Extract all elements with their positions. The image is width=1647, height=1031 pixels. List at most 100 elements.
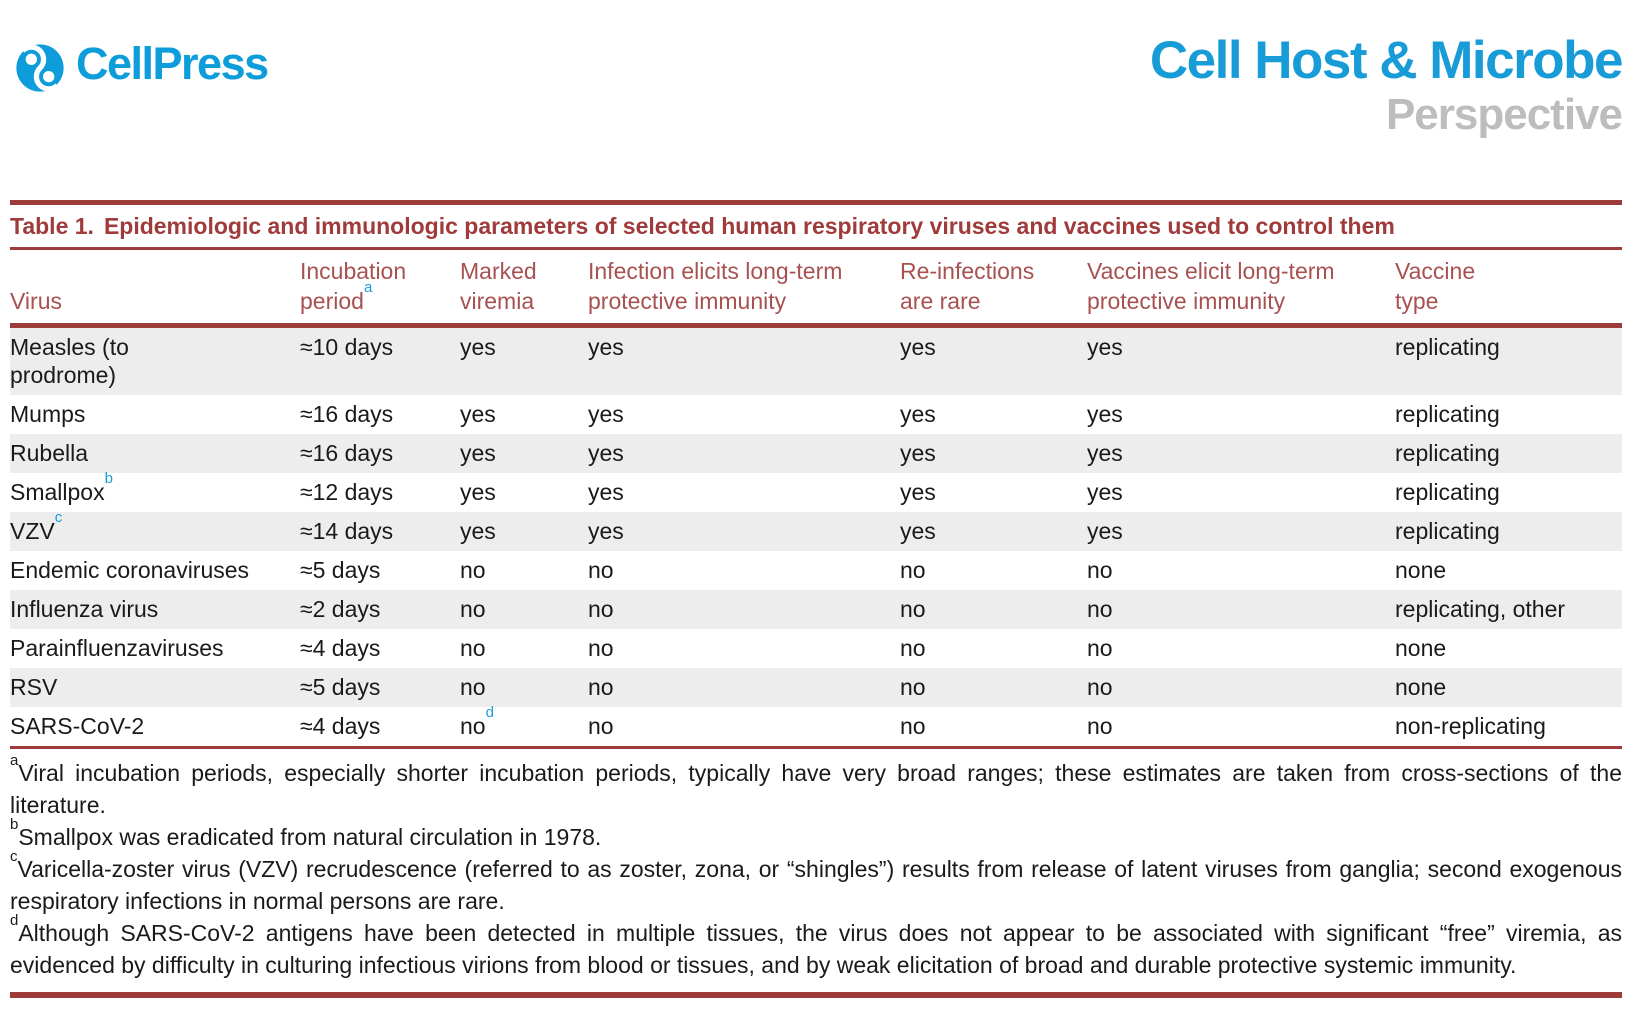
vaccine-immunity-cell: yes xyxy=(1087,479,1123,505)
reinfections-cell: yes xyxy=(900,518,936,544)
footnote-marker: b xyxy=(104,470,113,488)
reinfections-cell: no xyxy=(900,596,926,622)
infection-immunity-cell: no xyxy=(588,557,614,583)
article-type-label: Perspective xyxy=(1385,90,1623,139)
incubation-cell: ≈4 days xyxy=(300,635,381,661)
reinfections-cell: no xyxy=(900,713,926,739)
incubation-cell: ≈5 days xyxy=(300,674,381,700)
viremia-cell: no xyxy=(460,557,486,583)
viremia-cell: no xyxy=(460,596,486,622)
vaccine-immunity-cell: no xyxy=(1087,596,1113,622)
viremia-cell: yes xyxy=(460,401,496,427)
viremia-cell: yes xyxy=(460,440,496,466)
footnote-b: bSmallpox was eradicated from natural ci… xyxy=(10,816,602,850)
column-header-incubation-period: Incubation perioda xyxy=(300,258,407,314)
incubation-cell: ≈12 days xyxy=(300,479,394,505)
footnote-c: cVaricella-zoster virus (VZV) recrudesce… xyxy=(10,848,1622,914)
publisher-name: CellPress xyxy=(76,38,269,89)
journal-title: Cell Host & Microbe xyxy=(1149,31,1624,90)
footnote-d: dAlthough SARS-CoV-2 antigens have been … xyxy=(10,912,1622,978)
table-row: Influenza virus ≈2 days no no no no repl… xyxy=(10,590,1622,629)
table-title: Table 1. Epidemiologic and immunologic pa… xyxy=(10,205,1622,247)
virus-cell: RSV xyxy=(10,674,58,700)
table-header-rule xyxy=(10,323,1622,328)
vaccine-type-cell: none xyxy=(1395,557,1447,583)
footnote-marker: c xyxy=(10,848,18,866)
virus-cell: VZVc xyxy=(10,509,63,544)
vaccine-immunity-cell: yes xyxy=(1087,334,1123,360)
table-row: Rubella ≈16 days yes yes yes yes replica… xyxy=(10,434,1622,473)
table-bottom-rule xyxy=(10,746,1622,749)
virus-cell: Mumps xyxy=(10,401,86,427)
incubation-cell: ≈16 days xyxy=(300,401,394,427)
infection-immunity-cell: yes xyxy=(588,518,624,544)
column-header-vaccine-immunity: Vaccines elicit long-term protective imm… xyxy=(1087,258,1335,314)
infection-immunity-cell: yes xyxy=(588,440,624,466)
virus-cell: Measles (to prodrome) xyxy=(10,334,129,388)
incubation-cell: ≈4 days xyxy=(300,713,381,739)
table-row: RSV ≈5 days no no no no none xyxy=(10,668,1622,707)
table-top-rule xyxy=(10,200,1622,205)
vaccine-immunity-cell: yes xyxy=(1087,440,1123,466)
reinfections-cell: yes xyxy=(900,440,936,466)
vaccine-immunity-cell: yes xyxy=(1087,401,1123,427)
viremia-cell: yes xyxy=(460,518,496,544)
viremia-cell: nod xyxy=(460,704,494,739)
viremia-cell: yes xyxy=(460,479,496,505)
infection-immunity-cell: yes xyxy=(588,334,624,360)
virus-cell: Influenza virus xyxy=(10,596,159,622)
table-1: Table 1. Epidemiologic and immunologic pa… xyxy=(10,200,1622,998)
viremia-cell: no xyxy=(460,635,486,661)
virus-cell: Smallpoxb xyxy=(10,470,113,505)
vaccine-type-cell: non-replicating xyxy=(1395,713,1546,739)
virus-cell: Endemic coronaviruses xyxy=(10,557,250,583)
table-header-row: Virus Incubation perioda Marked viremia … xyxy=(10,250,1622,323)
cellpress-logo-icon xyxy=(16,44,64,92)
page-bottom-rule xyxy=(10,992,1622,998)
vaccine-type-cell: replicating xyxy=(1395,479,1500,505)
virus-cell: SARS-CoV-2 xyxy=(10,713,145,739)
table-row: SARS-CoV-2 ≈4 days nod no no no non-repl… xyxy=(10,704,1622,746)
vaccine-immunity-cell: no xyxy=(1087,635,1113,661)
vaccine-type-cell: none xyxy=(1395,635,1447,661)
column-header-reinfections-rare: Re-infections are rare xyxy=(900,258,1035,314)
viremia-cell: no xyxy=(460,674,486,700)
vaccine-type-cell: replicating, other xyxy=(1395,596,1566,622)
table-row: Measles (to prodrome) ≈10 days yes yes y… xyxy=(10,328,1622,395)
footnote-marker: a xyxy=(10,752,19,770)
table-row: Parainfluenzaviruses ≈4 days no no no no… xyxy=(10,629,1622,668)
vaccine-immunity-cell: no xyxy=(1087,713,1113,739)
table-row: Smallpoxb ≈12 days yes yes yes yes repli… xyxy=(10,470,1622,512)
column-header-infection-immunity: Infection elicits long-term protective i… xyxy=(588,258,843,314)
reinfections-cell: no xyxy=(900,635,926,661)
vaccine-type-cell: replicating xyxy=(1395,401,1500,427)
vaccine-type-cell: replicating xyxy=(1395,334,1500,360)
infection-immunity-cell: yes xyxy=(588,401,624,427)
reinfections-cell: yes xyxy=(900,479,936,505)
table-title-text: Epidemiologic and immunologic parameters… xyxy=(103,213,1395,239)
column-header-marked-viremia: Marked viremia xyxy=(460,258,537,314)
virus-cell: Rubella xyxy=(10,440,88,466)
column-header-vaccine-type: Vaccine type xyxy=(1395,258,1476,314)
vaccine-type-cell: replicating xyxy=(1395,440,1500,466)
incubation-cell: ≈14 days xyxy=(300,518,394,544)
viremia-cell: yes xyxy=(460,334,496,360)
reinfections-cell: no xyxy=(900,557,926,583)
table-row: Mumps ≈16 days yes yes yes yes replicati… xyxy=(10,395,1622,434)
incubation-cell: ≈16 days xyxy=(300,440,394,466)
vaccine-type-cell: none xyxy=(1395,674,1447,700)
infection-immunity-cell: no xyxy=(588,635,614,661)
footnote-marker: d xyxy=(485,704,494,722)
footnote-marker: c xyxy=(54,509,63,527)
footnote-marker: b xyxy=(10,816,19,834)
vaccine-immunity-cell: no xyxy=(1087,557,1113,583)
footnote-marker: d xyxy=(10,912,19,930)
reinfections-cell: no xyxy=(900,674,926,700)
vaccine-immunity-cell: no xyxy=(1087,674,1113,700)
table-row: Endemic coronaviruses ≈5 days no no no n… xyxy=(10,551,1622,590)
table-footnotes: aViral incubation periods, especially sh… xyxy=(10,749,1622,989)
infection-immunity-cell: no xyxy=(588,713,614,739)
infection-immunity-cell: yes xyxy=(588,479,624,505)
table-title-label: Table 1. xyxy=(10,213,94,239)
